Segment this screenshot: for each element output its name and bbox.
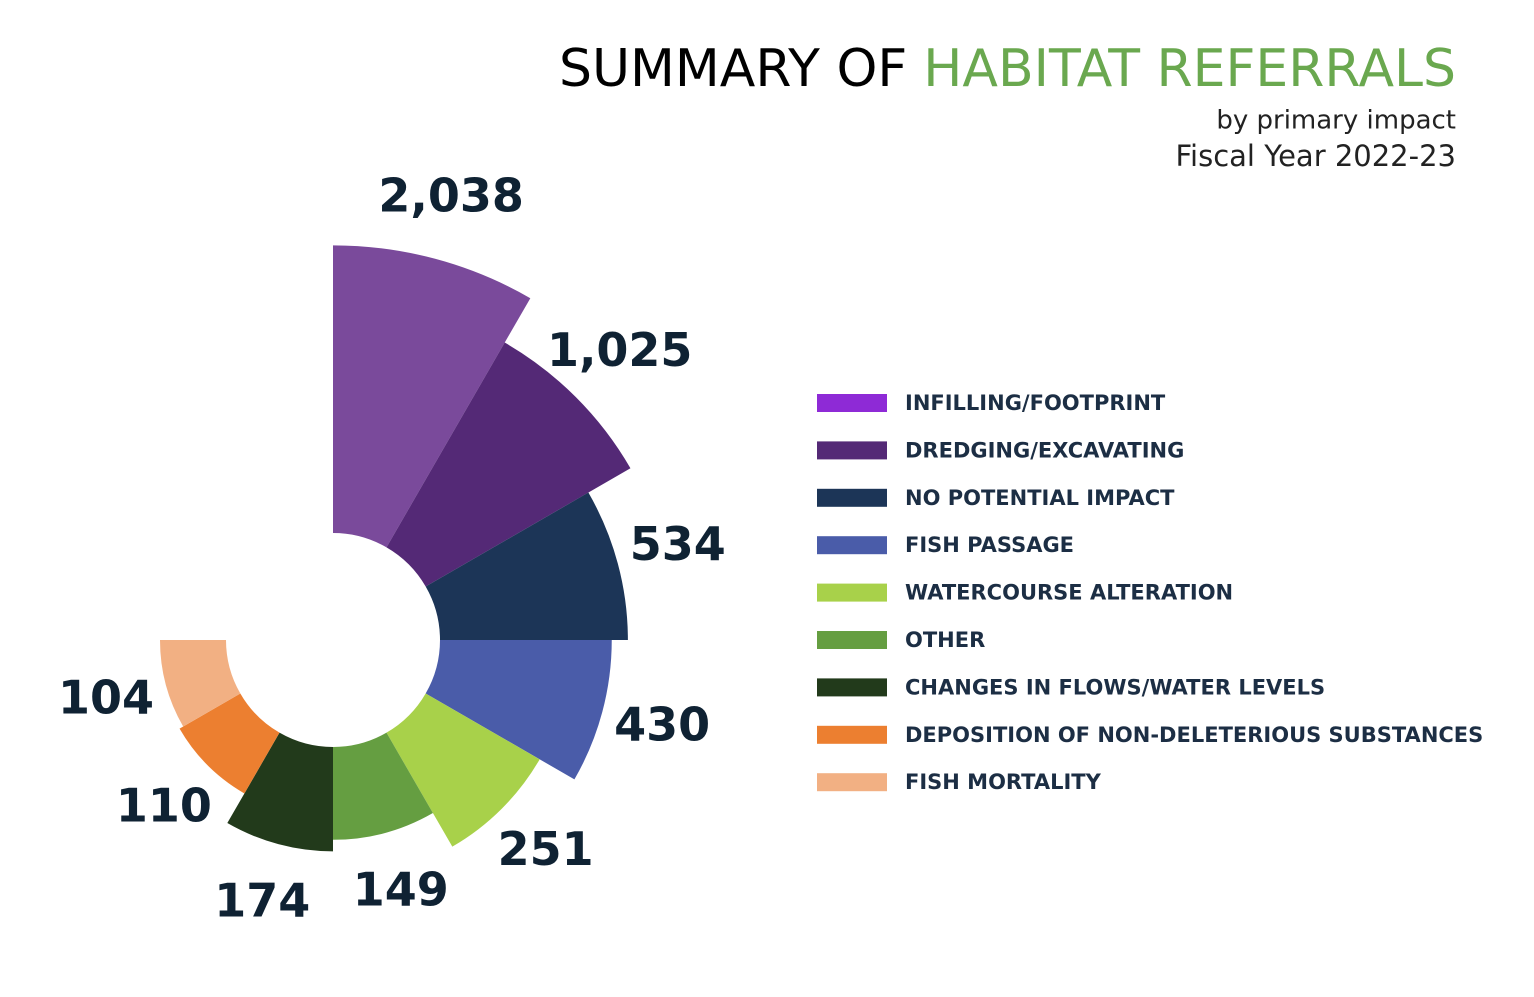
legend-label: DEPOSITION OF NON-DELETERIOUS SUBSTANCES — [905, 723, 1483, 747]
value-label: 1,025 — [547, 323, 693, 377]
wedge — [425, 640, 612, 780]
wedge — [386, 342, 631, 587]
subtitle: by primary impact — [1216, 106, 1456, 136]
legend-swatch — [817, 394, 887, 412]
legend-label: CHANGES IN FLOWS/WATER LEVELS — [905, 675, 1325, 699]
value-label: 174 — [214, 874, 310, 928]
legend-swatch — [817, 631, 887, 649]
title-part: SUMMARY OF — [559, 39, 907, 99]
value-label: 534 — [630, 517, 726, 571]
legend-label: WATERCOURSE ALTERATION — [905, 581, 1233, 605]
wedge — [425, 492, 628, 640]
legend-swatch — [817, 488, 887, 507]
title-highlight: HABITAT REFERRALS — [923, 39, 1456, 99]
legend-swatch — [817, 536, 887, 555]
legend-label: FISH MORTALITY — [905, 770, 1102, 794]
period: Fiscal Year 2022-23 — [1175, 139, 1456, 173]
wedge — [227, 732, 333, 852]
legend-label: DREDGING/EXCAVATING — [905, 438, 1184, 462]
legend-swatch — [817, 583, 887, 602]
legend-label: FISH PASSAGE — [905, 533, 1074, 557]
legend-swatch — [817, 441, 887, 460]
value-label: 149 — [353, 862, 449, 916]
wedge — [159, 640, 241, 727]
wedge — [179, 693, 280, 794]
wedge — [333, 245, 531, 548]
legend-swatch — [817, 678, 887, 697]
value-label: 104 — [58, 670, 154, 724]
legend-label: INFILLING/FOOTPRINT — [905, 391, 1166, 415]
value-label: 430 — [614, 698, 710, 752]
legend-label: OTHER — [905, 628, 985, 652]
value-label: 251 — [498, 822, 594, 876]
value-label: 2,038 — [378, 168, 524, 222]
wedge — [333, 732, 433, 840]
wedge — [386, 693, 540, 847]
value-label: 110 — [116, 779, 212, 833]
legend-label: NO POTENTIAL IMPACT — [905, 486, 1175, 510]
legend-swatch — [817, 725, 887, 744]
legend-swatch — [817, 773, 887, 792]
chart-title: SUMMARY OF HABITAT REFERRALS — [559, 39, 1456, 99]
